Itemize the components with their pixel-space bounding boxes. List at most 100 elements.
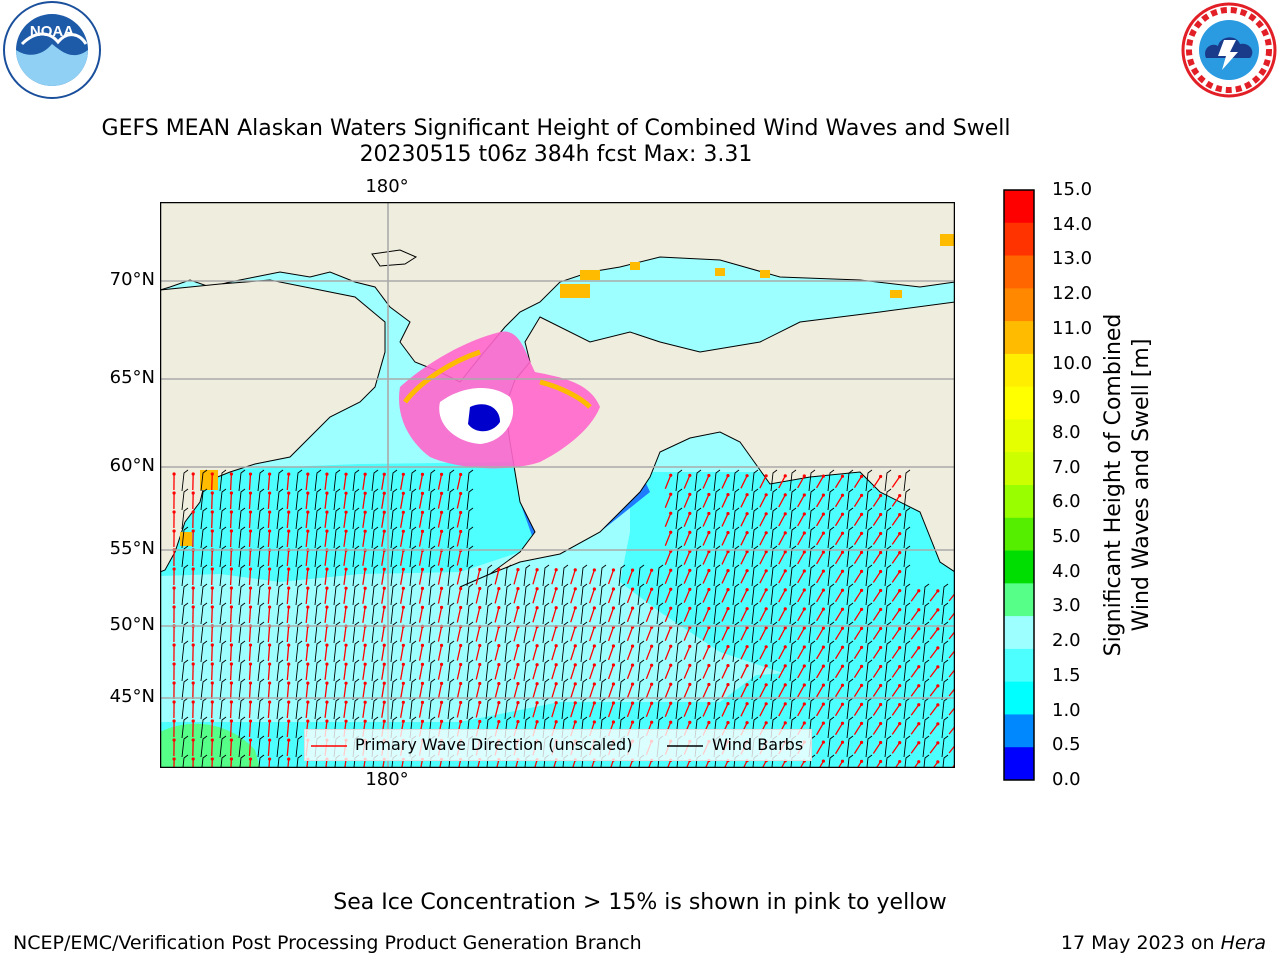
wave-arrow-head [401, 643, 405, 647]
wave-arrow-head [459, 510, 463, 515]
wave-arrow-head [268, 567, 272, 571]
wave-arrow-head [898, 513, 902, 517]
wave-arrow [891, 514, 901, 526]
wind-barb [732, 488, 740, 511]
wind-barb [466, 583, 474, 606]
wind-barb [428, 526, 436, 549]
wave-arrow [910, 609, 920, 621]
wave-arrow [853, 647, 863, 659]
wind-barb [447, 602, 455, 625]
wind-barb [770, 469, 778, 492]
wind-barb [504, 640, 512, 663]
wave-arrow [834, 627, 844, 641]
wind-barb [333, 507, 341, 530]
wave-arrow [456, 645, 462, 661]
colorbar-tick-label: 15.0 [1052, 179, 1093, 200]
wave-arrow [929, 742, 939, 754]
wind-barb [409, 526, 417, 549]
wave-arrow [948, 706, 955, 716]
wave-arrow [229, 701, 233, 719]
wave-arrow-head [573, 606, 577, 610]
wave-arrow-head [783, 664, 787, 668]
wind-barb [200, 678, 208, 701]
wave-arrow [797, 684, 805, 698]
wind-barb [466, 488, 474, 511]
wind-barb [257, 526, 265, 549]
wave-arrow [324, 664, 328, 680]
wind-barb [808, 564, 816, 587]
wind-barb [865, 488, 873, 511]
wind-barb [409, 469, 417, 492]
wave-arrow [872, 495, 882, 507]
wave-arrow [248, 607, 252, 623]
wave-arrow-head [936, 608, 940, 612]
wind-barb [694, 583, 702, 606]
wind-barb [220, 754, 227, 768]
wave-arrow [343, 493, 347, 509]
wave-arrow-head [497, 567, 501, 572]
wave-arrow [664, 684, 672, 698]
wave-arrow [740, 646, 748, 660]
wind-barb [238, 564, 246, 587]
wind-barb [352, 488, 360, 511]
wave-arrow [721, 684, 729, 698]
wind-barb [789, 488, 797, 511]
wave-arrow [324, 474, 328, 490]
wave-arrow [286, 607, 290, 623]
wind-barb [333, 583, 341, 606]
wind-barb [333, 602, 341, 625]
wave-arrow [834, 551, 844, 565]
wave-arrow-head [707, 720, 711, 725]
wind-barb [884, 621, 892, 644]
lon-label-top: 180° [365, 176, 409, 197]
wind-barb [181, 678, 189, 701]
colorbar-segment [1004, 616, 1034, 650]
wave-arrow [400, 626, 404, 642]
wave-arrow [759, 646, 767, 660]
wind-barb [542, 621, 550, 644]
wave-arrow [248, 550, 252, 566]
wave-arrow-head [420, 681, 425, 685]
wave-arrow-head [191, 510, 195, 514]
wave-arrow-head [917, 627, 921, 631]
wave-arrow [381, 664, 385, 680]
wind-barb [409, 697, 417, 720]
wind-barb [504, 583, 512, 606]
wave-arrow-head [306, 681, 310, 685]
wind-barb [409, 564, 417, 587]
wave-arrow-head [879, 702, 883, 707]
wave-arrow-head [688, 720, 692, 724]
wave-arrow [929, 590, 939, 602]
wave-arrow [211, 663, 213, 681]
wind-barb [732, 697, 740, 720]
wind-barb [599, 659, 607, 682]
wave-arrow-head [650, 663, 654, 667]
wave-arrow-head [191, 738, 195, 742]
colorbar-tick-label: 1.0 [1052, 699, 1081, 721]
wave-arrow [607, 607, 615, 623]
wind-barb [314, 602, 322, 625]
wind-barb [200, 564, 208, 587]
wave-arrow-head [478, 700, 482, 705]
wind-barb [409, 583, 417, 606]
wave-arrow-head [210, 738, 214, 742]
wave-arrow [551, 702, 557, 718]
wind-barb [238, 621, 246, 644]
wind-barb [865, 469, 873, 492]
wave-arrow-head [802, 721, 806, 725]
wind-barb [694, 488, 702, 511]
wind-barb [561, 583, 569, 606]
wave-arrow-head [268, 586, 272, 590]
wind-barb [808, 640, 816, 663]
wave-arrow [929, 723, 939, 735]
wave-arrow-head [917, 760, 921, 764]
wave-arrow [229, 663, 233, 681]
wave-arrow-head [382, 662, 386, 666]
wave-arrow [778, 608, 786, 622]
wind-barb [599, 621, 607, 644]
wave-arrow [816, 627, 824, 641]
wave-arrow-head [363, 681, 367, 685]
map-legend: Primary Wave Direction (unscaled) Wind B… [304, 729, 812, 761]
wave-arrow [267, 493, 271, 509]
wave-arrow-head [650, 682, 654, 686]
